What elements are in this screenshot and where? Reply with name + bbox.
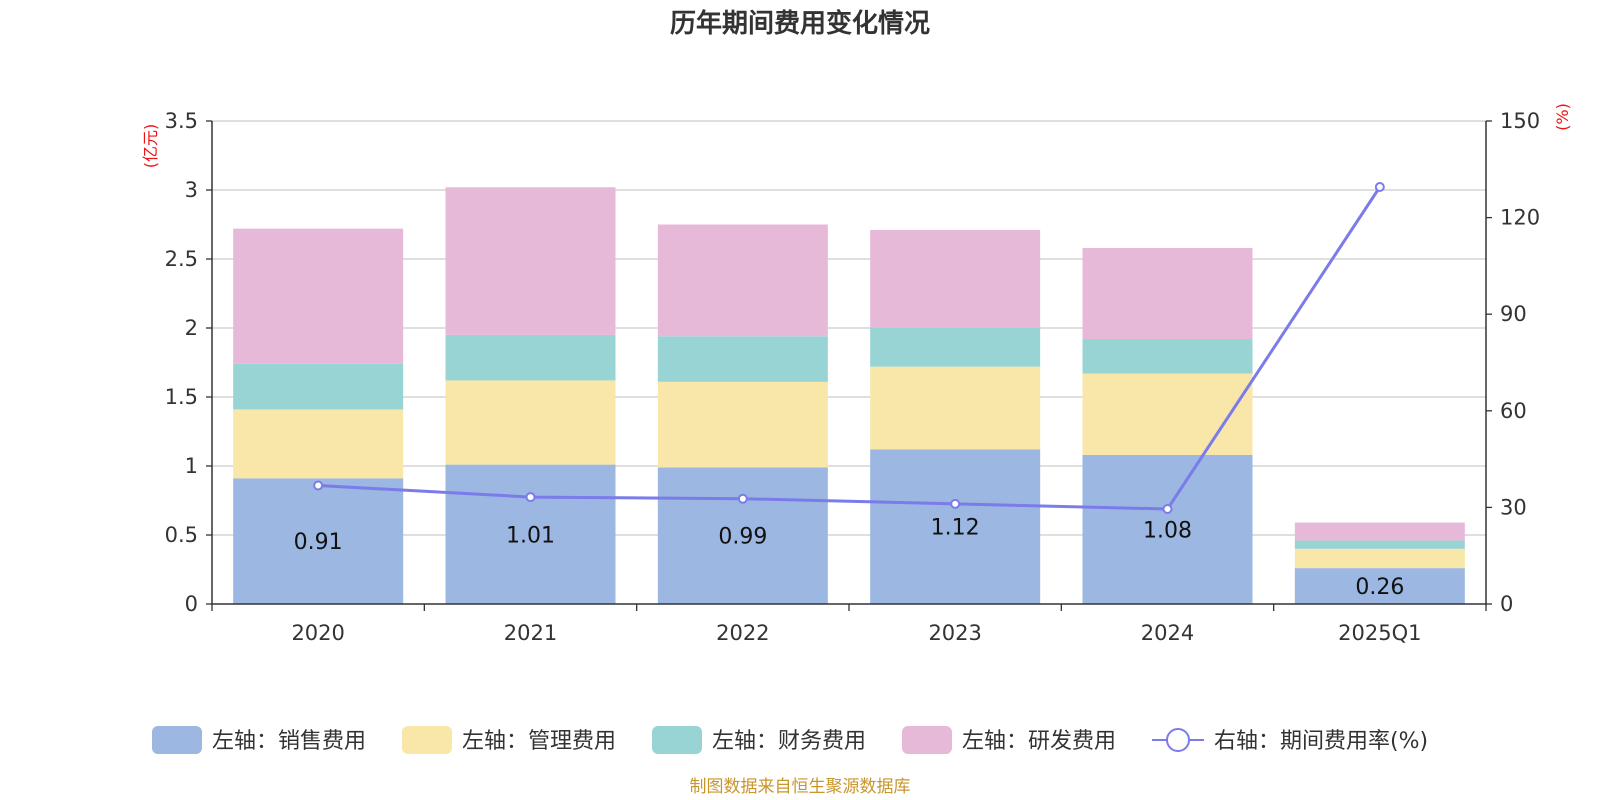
bar-value-label: 1.08 <box>1143 518 1192 543</box>
right-axis-tick-label: 30 <box>1500 495 1527 519</box>
bar-segment-3 <box>657 336 828 382</box>
legend-swatch-1 <box>152 726 202 754</box>
grid-lines <box>212 120 1486 536</box>
left-axis-tick-label: 0 <box>185 592 198 616</box>
bar-value-label: 0.99 <box>718 525 767 550</box>
right-axis-tick-label: 90 <box>1500 302 1527 326</box>
right-axis-tick-label: 0 <box>1500 592 1513 616</box>
bar-segment-3 <box>445 334 616 381</box>
bar-segment-2 <box>233 409 404 479</box>
rate-line-point <box>1162 504 1173 515</box>
right-axis-tick-label: 120 <box>1500 206 1540 230</box>
bar-segment-3 <box>870 328 1041 367</box>
data-source-note: 制图数据来自恒生聚源数据库 <box>690 777 911 797</box>
rate-line-point <box>313 480 324 491</box>
bar-segment-4 <box>445 187 616 335</box>
x-axis-tick-label: 2024 <box>1141 621 1194 645</box>
bar-value-label: 1.12 <box>931 516 980 541</box>
bar-segment-2 <box>1082 373 1253 455</box>
x-axis-tick-label: 2023 <box>928 621 981 645</box>
left-axis-tick-label: 2 <box>185 316 198 340</box>
bar-segment-1 <box>1294 568 1465 604</box>
x-axis-tick-label: 2020 <box>291 621 344 645</box>
legend-swatch-marker <box>1166 728 1190 752</box>
bar-value-labels: 0.91 1.01 0.99 1.12 1.08 0.26 <box>294 516 1405 600</box>
bar-segment-3 <box>1294 540 1465 549</box>
bar-segment-3 <box>1082 339 1253 374</box>
left-axis-tick-label: 1 <box>185 454 198 478</box>
bar-segment-1 <box>445 464 616 604</box>
bar-segment-1 <box>1082 454 1253 604</box>
bar-segment-1 <box>657 467 828 604</box>
bar-value-label: 0.26 <box>1355 575 1404 600</box>
bar-value-label: 0.91 <box>294 530 343 555</box>
x-axis-tick-label: 2025Q1 <box>1338 621 1421 645</box>
x-axis-tick-label: 2021 <box>504 621 557 645</box>
left-axis-tick-label: 3 <box>185 178 198 202</box>
bar-segment-4 <box>870 230 1041 328</box>
rate-line-point <box>525 492 536 503</box>
bar-segment-4 <box>657 224 828 337</box>
rate-line-point <box>950 498 961 509</box>
right-axis-unit: (%) <box>1553 103 1572 131</box>
right-axis-tick-label: 60 <box>1500 399 1527 423</box>
legend-swatch-3 <box>652 726 702 754</box>
left-axis-unit: (亿元) <box>141 124 160 169</box>
bar-segment-2 <box>445 380 616 465</box>
bar-segment-4 <box>1294 522 1465 541</box>
rate-line <box>318 186 1382 511</box>
bar-value-label: 1.01 <box>506 523 555 548</box>
legend: 左轴：销售费用 左轴：管理费用 左轴：财务费用 左轴：研发费用 右轴：期间费用率(%) <box>152 726 1428 754</box>
bar-segment-2 <box>870 366 1041 450</box>
legend-label: 左轴：研发费用 <box>962 729 1116 754</box>
rate-line-series <box>313 182 1385 515</box>
bar-series <box>233 187 1465 604</box>
legend-swatch-4 <box>902 726 952 754</box>
legend-label: 右轴：期间费用率(%) <box>1214 729 1428 754</box>
legend-swatch-2 <box>402 726 452 754</box>
left-axis-tick-label: 1.5 <box>165 385 198 409</box>
bar-segment-4 <box>1082 247 1253 340</box>
axes: 0 0.5 1 1.5 2 2.5 3 3.5 0 30 60 90 120 150 (亿元) (%) 2020… <box>141 103 1572 645</box>
x-axis-tick-label: 2022 <box>716 621 769 645</box>
legend-label: 左轴：销售费用 <box>212 729 366 754</box>
rate-line-point <box>737 493 748 504</box>
bar-segment-2 <box>1294 548 1465 569</box>
bar-segment-2 <box>657 381 828 468</box>
legend-label: 左轴：管理费用 <box>462 729 616 754</box>
chart-title: 历年期间费用变化情况 <box>670 8 930 39</box>
bar-segment-4 <box>233 228 404 364</box>
left-axis-tick-label: 3.5 <box>165 109 198 133</box>
bar-segment-1 <box>233 478 404 604</box>
left-axis-tick-label: 0.5 <box>165 523 198 547</box>
rate-line-point <box>1374 182 1385 193</box>
left-axis-tick-label: 2.5 <box>165 247 198 271</box>
bar-segment-1 <box>870 449 1041 604</box>
right-axis-tick-label: 150 <box>1500 109 1540 133</box>
legend-label: 左轴：财务费用 <box>712 729 866 754</box>
bar-segment-3 <box>233 363 404 410</box>
